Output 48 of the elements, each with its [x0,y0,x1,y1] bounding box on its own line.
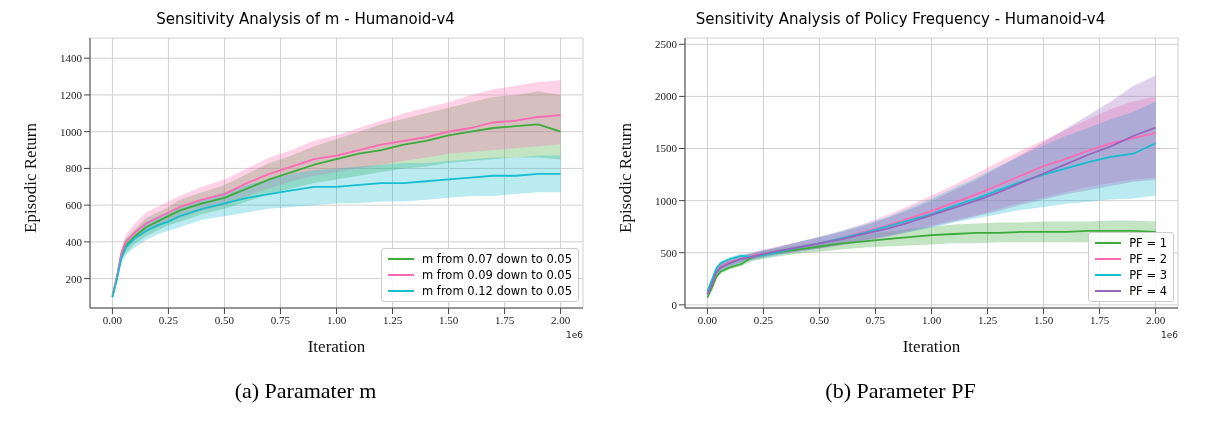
legend-label: m from 0.12 down to 0.05 [421,284,572,298]
y-tick-label: 800 [65,162,83,175]
y-tick-label: 1400 [60,52,83,65]
x-axis-title: Iteration [902,337,961,356]
x-tick-label: 1.00 [921,313,942,326]
x-tick-label: 0.75 [865,313,886,326]
y-tick-label: 2500 [655,38,678,51]
x-tick-label: 0.50 [214,313,235,326]
y-tick-label: 2000 [655,90,678,103]
legend-label: m from 0.09 down to 0.05 [421,268,572,282]
x-tick-label: 2.00 [1145,313,1166,326]
text: (b) Parameter PF [824,378,977,404]
legend-label: PF = 3 [1129,268,1167,282]
y-tick-label: 1500 [655,142,678,155]
x-tick-label: 0.25 [753,313,774,326]
x-tick-label: 1.00 [326,313,347,326]
chart-title: Sensitivity Analysis of m - Humanoid-v4 [155,9,456,30]
x-tick-label: 1.75 [494,313,515,326]
x-tick-label: 0.00 [697,313,718,326]
x-tick-label: 1.50 [438,313,459,326]
y-tick-label: 500 [660,246,678,259]
y-tick-label: 0 [671,298,678,311]
x-tick-label: 1.25 [977,313,998,326]
x-tick-label: 0.75 [270,313,291,326]
y-tick-label: 200 [65,272,83,285]
x-tick-label: 1.25 [382,313,403,326]
x-tick-label: 1.75 [1089,313,1110,326]
y-tick-label: 600 [65,199,83,212]
legend-label: m from 0.07 down to 0.05 [421,252,572,266]
x-tick-label: 0.25 [158,313,179,326]
y-axis-title: Episodic Return [21,122,41,233]
text: (a) Paramater m [233,378,378,404]
legend-label: PF = 2 [1129,252,1167,266]
y-tick-label: 1200 [60,88,83,101]
x-tick-label: 0.00 [102,313,123,326]
legend-label: PF = 4 [1129,284,1167,298]
x-tick-label: 2.00 [550,313,571,326]
y-tick-label: 1000 [60,125,83,138]
text: 1e6 [1161,330,1179,340]
y-tick-label: 1000 [655,194,678,207]
x-axis-title: Iteration [307,337,366,356]
text: 1e6 [566,330,584,340]
x-tick-label: 0.50 [809,313,830,326]
y-tick-label: 400 [65,235,83,248]
y-axis-title: Episodic Return [616,122,636,233]
legend-label: PF = 1 [1129,236,1167,250]
chart-title: Sensitivity Analysis of Policy Frequency - Humanoid-v4 [694,9,1107,30]
x-tick-label: 1.50 [1033,313,1054,326]
